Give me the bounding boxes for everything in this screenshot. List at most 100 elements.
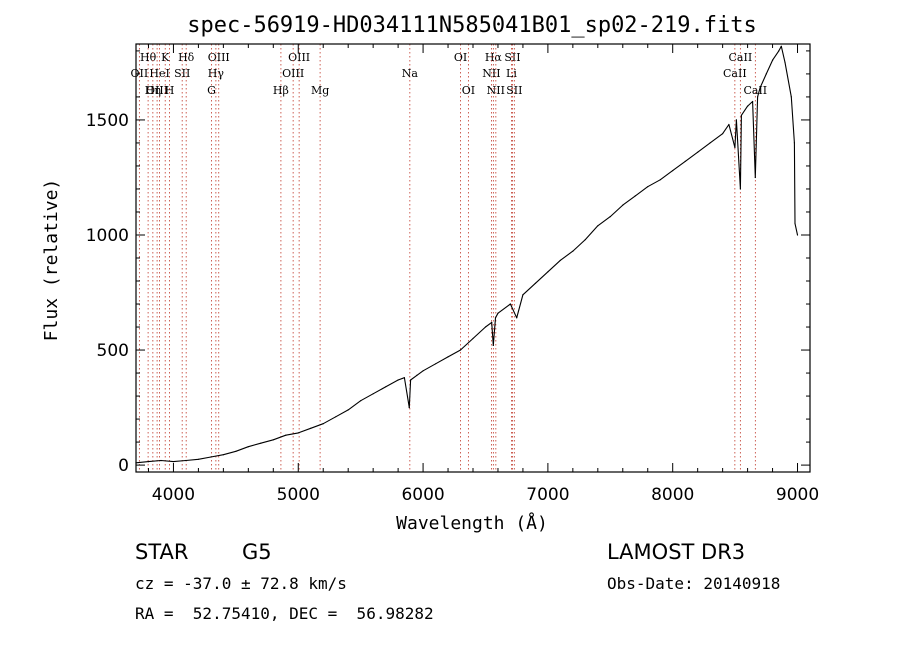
- spectrum-point-20: [385, 386, 387, 388]
- line-label-12: OIII: [288, 51, 310, 64]
- spectrum-point-21: [397, 379, 399, 381]
- axis-ticks: [136, 44, 810, 472]
- line-label-14: Hβ: [273, 84, 289, 97]
- spectrum-point-69: [784, 61, 786, 64]
- spectrum-point-65: [765, 73, 767, 75]
- spectrum-point-63: [757, 96, 759, 98]
- spectrum-point-66: [772, 59, 774, 61]
- line-label-20: NII: [482, 67, 500, 80]
- spectrum-point-43: [584, 239, 586, 241]
- line-label-10: Hγ: [208, 67, 225, 80]
- spectrum-point-29: [459, 349, 462, 351]
- spectrum-point-4: [185, 459, 187, 462]
- spectrum-point-25: [416, 374, 418, 376]
- spectrum-point-3: [172, 461, 174, 463]
- spectrum-point-73: [796, 234, 799, 236]
- spectrum-point-7: [222, 454, 224, 456]
- spectrum-point-38: [522, 294, 524, 296]
- spectrum-point-14: [310, 427, 312, 429]
- line-label-13: OIII: [282, 67, 304, 80]
- y-tick-label-2: 1000: [86, 226, 129, 246]
- line-label-4: H: [165, 84, 175, 97]
- spectrum-point-67: [778, 50, 780, 52]
- spectrum-point-58: [739, 188, 742, 190]
- spectrum-point-27: [435, 363, 437, 365]
- line-label-17: OI: [454, 51, 467, 64]
- spectrum-point-33: [492, 344, 494, 346]
- spectrum-point-48: [647, 186, 649, 188]
- spectrum-point-26: [422, 370, 424, 372]
- spectrum-point-23: [408, 407, 410, 409]
- line-label-16: Na: [402, 67, 419, 80]
- line-label-2: OIII: [146, 84, 168, 97]
- line-label-5: HeI: [149, 67, 169, 80]
- spectrum-point-47: [634, 195, 636, 197]
- y-axis-label: Flux (relative): [41, 179, 62, 342]
- line-label-11: G: [207, 84, 216, 97]
- line-label-15: Mg: [311, 84, 329, 97]
- spectrum-point-17: [347, 409, 349, 411]
- spectrum-point-16: [335, 416, 337, 418]
- survey-name: LAMOST DR3: [607, 540, 746, 564]
- spectrum-point-51: [684, 160, 686, 162]
- spectrum-point-61: [752, 100, 754, 103]
- spectrum-point-6: [210, 456, 212, 458]
- line-label-23: Li: [506, 67, 517, 80]
- spectrum-point-1: [147, 461, 150, 463]
- spectrum-point-19: [372, 393, 374, 395]
- spectrum-point-37: [516, 317, 518, 319]
- x-tick-label-3: 7000: [526, 485, 569, 505]
- spectrum-point-62: [754, 176, 756, 179]
- x-tick-label-4: 8000: [651, 485, 694, 505]
- spectrum-point-10: [260, 442, 262, 444]
- spectrum-point-53: [709, 142, 711, 144]
- spectrum-trace: [135, 45, 799, 464]
- spectrum-point-30: [472, 337, 474, 340]
- spectrum-point-70: [790, 96, 792, 98]
- y-tick-label-0: 0: [118, 456, 129, 476]
- cz-value: cz = -37.0 ± 72.8 km/s: [135, 574, 347, 593]
- spectrum-point-55: [728, 123, 730, 126]
- x-tick-label-0: 4000: [152, 485, 195, 505]
- spectrum-point-46: [622, 204, 624, 206]
- x-tick-label-5: 9000: [776, 485, 819, 505]
- spectrum-point-28: [447, 356, 449, 358]
- spectrum-point-34: [494, 317, 497, 319]
- line-label-26: CaII: [723, 67, 747, 80]
- spectrum-point-40: [547, 271, 549, 273]
- line-label-0: Hθ: [140, 51, 157, 64]
- spectrum-point-60: [747, 105, 749, 107]
- line-label-3: K: [161, 51, 170, 64]
- spectrum-point-56: [734, 146, 736, 149]
- spectrum-point-36: [509, 303, 511, 305]
- line-label-19: Hα: [485, 51, 503, 64]
- spectrum-point-22: [403, 377, 405, 379]
- line-label-6: Hη: [145, 84, 161, 97]
- spectrum-point-31: [484, 326, 487, 328]
- spectrum-point-54: [722, 133, 724, 135]
- line-label-27: CaII: [743, 84, 767, 97]
- x-tick-label-1: 5000: [277, 485, 320, 505]
- line-label-9: OIII: [208, 51, 230, 64]
- spectrum-point-5: [197, 458, 199, 460]
- spectrum-point-50: [672, 170, 674, 172]
- spectrum-point-45: [609, 216, 611, 218]
- spectrum-point-32: [491, 321, 493, 323]
- x-axis-label: Wavelength (Å): [396, 512, 548, 534]
- chart-title: spec-56919-HD034111N585041B01_sp02-219.f…: [187, 13, 757, 38]
- spectrum-point-52: [697, 151, 699, 153]
- spectrum-point-35: [497, 312, 499, 314]
- spectrum-point-41: [559, 259, 562, 261]
- spectrum-point-72: [794, 222, 796, 225]
- spectrum-line: [135, 45, 799, 464]
- line-label-24: SII: [506, 84, 522, 97]
- obs-date: Obs-Date: 20140918: [607, 574, 781, 593]
- spectrum-point-49: [659, 179, 661, 181]
- x-tick-label-2: 6000: [401, 485, 444, 505]
- line-label-8: Hδ: [178, 51, 195, 64]
- line-label-21: NII: [487, 84, 505, 97]
- spectrum-point-68: [780, 45, 782, 47]
- line-label-25: CaII: [729, 51, 753, 64]
